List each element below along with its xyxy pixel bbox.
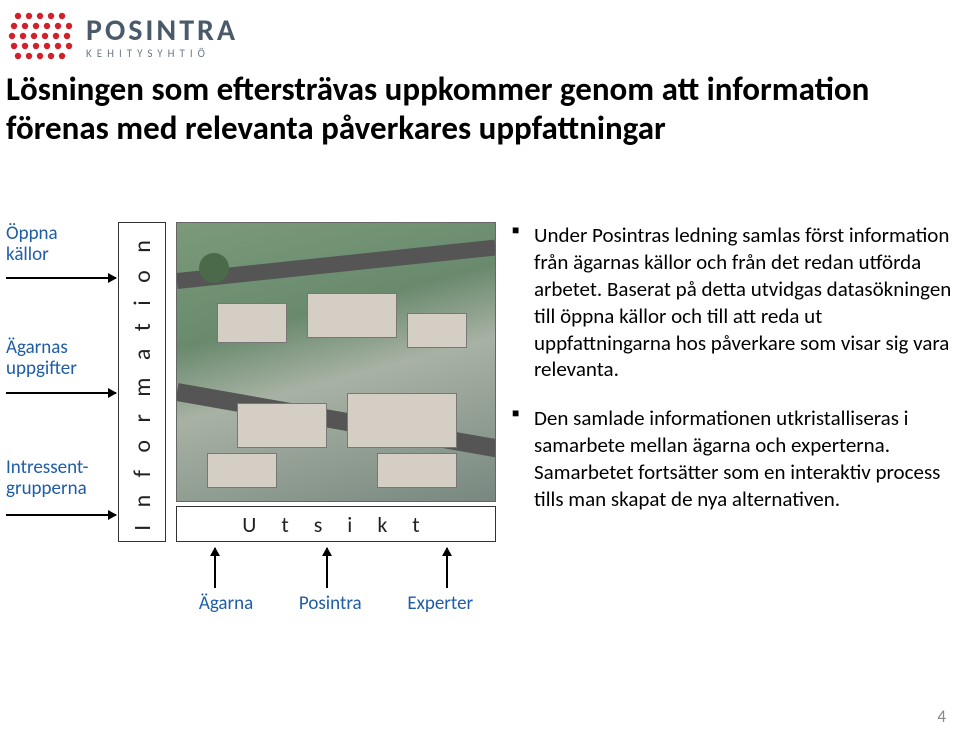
label-stakeholders: Intressent-grupperna bbox=[6, 458, 106, 500]
rendering-image bbox=[176, 222, 496, 502]
bullet-item: Under Posintras ledning samlas först inf… bbox=[512, 222, 952, 383]
brand-logo: POSINTRA KEHITYSYHTIÖ bbox=[8, 6, 238, 66]
information-label: I n f o r m a t i o n bbox=[128, 234, 157, 531]
brand-text-block: POSINTRA KEHITYSYHTIÖ bbox=[86, 12, 238, 60]
label-posintra: Posintra bbox=[299, 592, 362, 615]
bullet-item: Den samlade informationen utkristalliser… bbox=[512, 405, 952, 513]
label-open-sources: Öppna källor bbox=[6, 224, 96, 266]
bullet-list: Under Posintras ledning samlas först inf… bbox=[512, 222, 952, 535]
brand-tagline: KEHITYSYHTIÖ bbox=[86, 47, 238, 60]
logo-dots-icon bbox=[8, 6, 76, 66]
arrow-up-icon bbox=[446, 548, 448, 588]
arrow-icon bbox=[6, 392, 116, 394]
label-experts: Experter bbox=[407, 592, 473, 615]
brand-name: POSINTRA bbox=[86, 12, 238, 49]
process-diagram: Öppna källor Ägarnas uppgifter Intressen… bbox=[6, 222, 506, 612]
page-number: 4 bbox=[937, 706, 946, 727]
information-column: I n f o r m a t i o n bbox=[118, 222, 166, 542]
arrow-up-icon bbox=[214, 548, 216, 588]
utsikt-box: U t s i k t bbox=[176, 506, 496, 542]
label-owners: Ägarna bbox=[199, 592, 253, 615]
bottom-labels-row: Ägarna Posintra Experter bbox=[176, 592, 496, 615]
arrow-icon bbox=[6, 277, 116, 279]
arrow-icon bbox=[6, 514, 116, 516]
arrow-up-icon bbox=[326, 548, 328, 588]
label-owner-data: Ägarnas uppgifter bbox=[6, 338, 96, 380]
page-title: Lösningen som eftersträvas uppkommer gen… bbox=[6, 70, 960, 148]
